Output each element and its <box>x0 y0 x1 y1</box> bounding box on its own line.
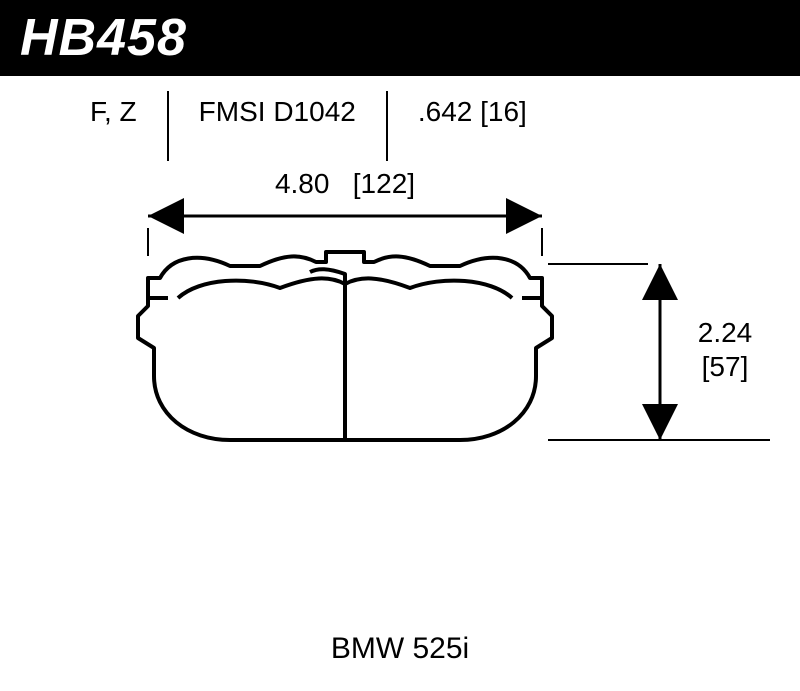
fmsi-text: FMSI D1042 <box>199 96 356 128</box>
info-fmsi-cell: FMSI D1042 <box>169 96 386 166</box>
thickness-mm: [16] <box>480 96 527 128</box>
part-number: HB458 <box>20 9 187 67</box>
height-dim-label: 2.24 [57] <box>680 316 770 383</box>
vehicle-label: BMW 525i <box>0 632 800 666</box>
height-in: 2.24 <box>680 316 770 350</box>
brake-pad-outline <box>138 252 552 440</box>
info-row: F, Z FMSI D1042 .642 [16] <box>0 76 800 166</box>
width-dim-label: 4.80 [122] <box>260 168 430 200</box>
width-in: 4.80 <box>275 168 330 199</box>
diagram-svg <box>0 166 800 626</box>
header-bar: HB458 <box>0 0 800 76</box>
diagram-area: 4.80 [122] 2.24 [57] <box>0 166 800 626</box>
height-mm: [57] <box>680 350 770 384</box>
width-mm: [122] <box>353 168 415 199</box>
info-thickness-cell: .642 [16] <box>388 96 557 166</box>
vehicle-text: BMW 525i <box>331 632 469 665</box>
codes-text: F, Z <box>90 96 137 128</box>
thickness-in: .642 <box>418 96 473 128</box>
info-codes-cell: F, Z <box>20 96 167 166</box>
